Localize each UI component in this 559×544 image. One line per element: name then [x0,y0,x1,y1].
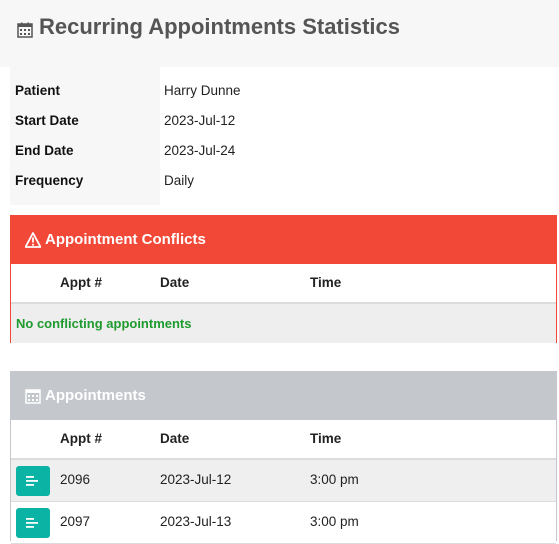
appt-time: 3:00 pm [310,472,359,487]
table-row: 2097 2023-Jul-13 3:00 pm [11,502,556,544]
column-header-time[interactable]: Time [310,275,342,290]
appt-date: 2023-Jul-12 [160,472,232,487]
page-header: Recurring Appointments Statistics [0,0,559,67]
conflicts-panel-title: Appointment Conflicts [45,231,206,248]
column-header-date[interactable]: Date [160,275,190,290]
column-header-date[interactable]: Date [160,431,190,446]
appointments-panel-title: Appointments [45,387,146,404]
document-lines-icon [26,476,38,486]
detail-label: Frequency [15,173,84,188]
table-row: 2096 2023-Jul-12 3:00 pm [11,460,556,502]
conflicts-table-header: Appt # Date Time [11,264,556,304]
detail-label: Patient [15,83,61,98]
column-header-time[interactable]: Time [310,431,342,446]
appt-date: 2023-Jul-13 [160,514,232,529]
conflicts-panel: Appointment Conflicts Appt # Date Time N… [10,215,557,343]
detail-value: Daily [164,173,195,188]
detail-value: 2023-Jul-24 [164,143,236,158]
details-label-column [10,67,160,205]
column-header-appt[interactable]: Appt # [60,275,102,290]
appt-number: 2097 [60,514,91,529]
appointments-panel: Appointments Appt # Date Time 2096 2023-… [10,371,557,544]
calendar-icon [17,22,33,38]
detail-label: End Date [15,143,74,158]
appt-time: 3:00 pm [310,514,359,529]
appointments-panel-header: Appointments [11,372,556,420]
view-appointment-button[interactable] [16,466,50,496]
column-header-appt[interactable]: Appt # [60,431,102,446]
warning-icon [25,232,41,248]
calendar-icon [25,389,41,404]
conflicts-panel-header: Appointment Conflicts [11,216,556,264]
empty-state-row: No conflicting appointments [11,304,556,343]
empty-state-message: No conflicting appointments [16,316,192,331]
detail-value: 2023-Jul-12 [164,113,236,128]
document-lines-icon [26,518,38,528]
appointments-table-header: Appt # Date Time [11,420,556,460]
detail-label: Start Date [15,113,79,128]
view-appointment-button[interactable] [16,508,50,538]
detail-value: Harry Dunne [164,83,241,98]
page-title: Recurring Appointments Statistics [39,14,401,39]
appt-number: 2096 [60,472,91,487]
